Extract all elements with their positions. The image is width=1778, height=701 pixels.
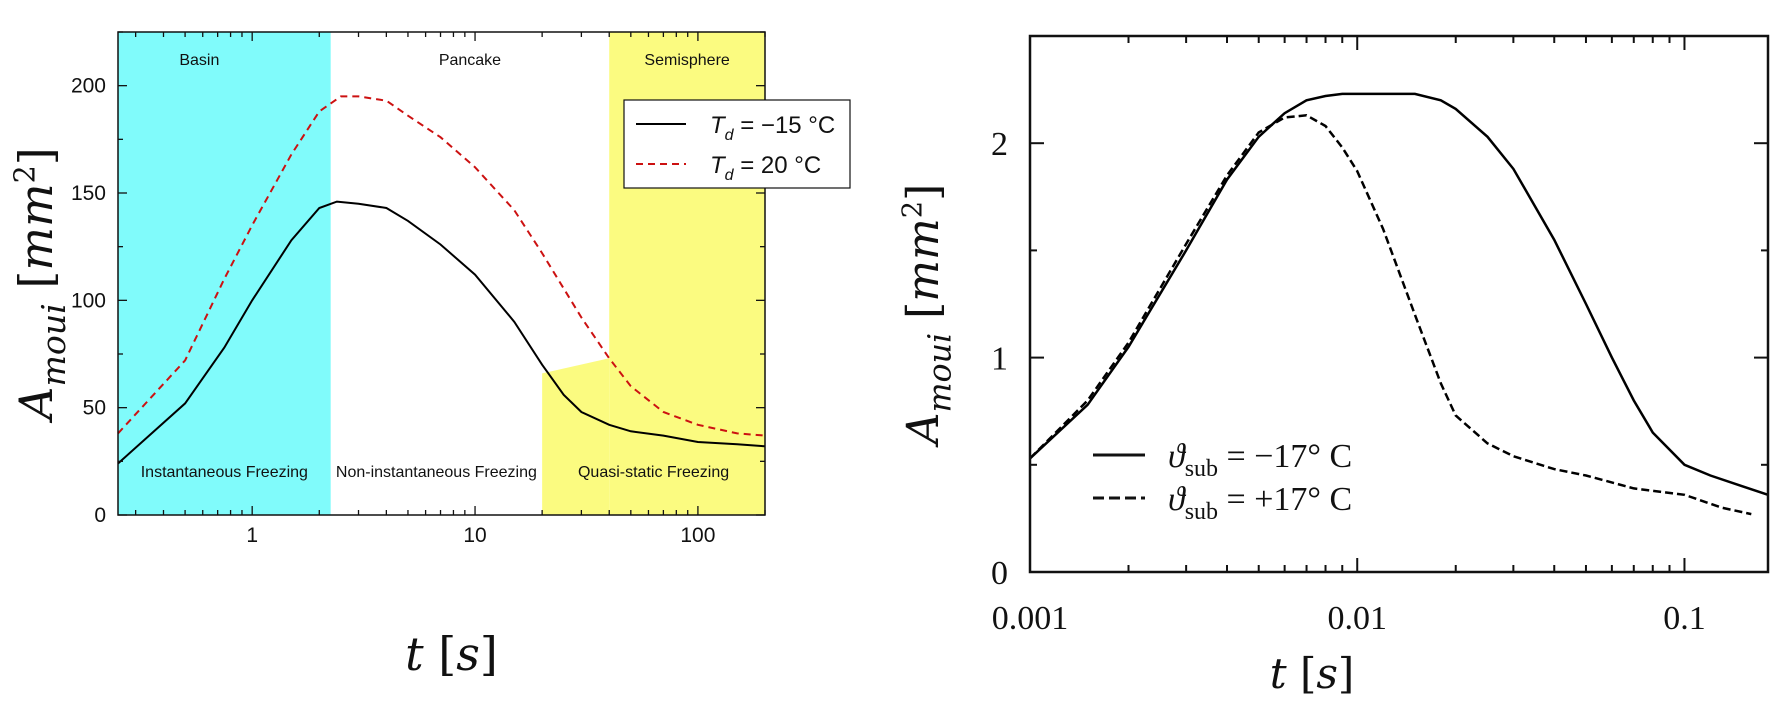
region-label-basin: Basin — [179, 52, 219, 69]
y-tick-label: 150 — [71, 182, 106, 205]
legend-symbol: ϑ — [1168, 481, 1187, 518]
legend-suffix: = 20 °C — [734, 152, 822, 179]
y-axis-label-bracket-open: [ — [898, 302, 949, 333]
x-axis-label-symbol: t — [405, 627, 424, 681]
legend-suffix: = −15 °C — [734, 112, 836, 139]
region-label-semisphere: Semisphere — [644, 52, 729, 69]
x-axis-label-unit: s — [456, 627, 480, 681]
legend-label: Td = −15 °C — [710, 112, 835, 144]
region-label-bottom: Quasi-static Freezing — [578, 464, 729, 481]
legend-label: ϑsub = +17° C — [1168, 481, 1352, 525]
legend-suffix: = +17° C — [1218, 481, 1352, 518]
legend-suffix: = −17° C — [1218, 438, 1352, 475]
x-axis-label-unit: s — [1316, 649, 1338, 698]
right-chart-axis-labels: t [s]Amoui [mm2] — [897, 184, 1354, 698]
left-chart-frame — [117, 31, 766, 516]
y-axis-label-superscript: 2 — [897, 201, 928, 218]
series-line-td-minus-15 — [117, 200, 766, 465]
y-tick-label: 0 — [94, 504, 106, 527]
left-chart: 1 10 100 0 50 100 150 200 Basin Pancake Semispher… — [9, 31, 851, 681]
right-chart-ticks: 0.001 0.01 0.1 0 1 2 — [991, 35, 1768, 637]
x-axis-label: t [s] — [405, 627, 498, 681]
y-axis-label-bracket-close: ] — [898, 184, 949, 201]
x-axis-label-bracket-open: [ — [1287, 649, 1317, 698]
region-label-pancake: Pancake — [439, 52, 501, 69]
y-axis-label-symbol: A — [9, 386, 63, 423]
x-tick-label: 100 — [680, 524, 715, 547]
y-axis-label-unit: mm — [9, 183, 63, 270]
y-tick-label: 1 — [991, 341, 1008, 378]
left-chart-ticks: 1 10 100 0 50 100 150 200 — [71, 31, 766, 547]
x-axis-label-bracket-open: [ — [424, 627, 457, 681]
y-tick-label: 0 — [991, 555, 1008, 592]
region-label-bottom: Instantaneous Freezing — [141, 464, 308, 481]
x-tick-label: 10 — [463, 524, 486, 547]
series-line-td-20 — [117, 95, 766, 437]
region-label-bottom: Non-instantaneous Freezing — [336, 464, 537, 481]
series-line-sub-minus-17 — [1029, 92, 1769, 496]
legend-symbol: ϑ — [1168, 438, 1187, 475]
region-quasi-static — [542, 358, 610, 515]
x-axis-label-bracket-close: ] — [1338, 649, 1354, 698]
y-axis-label-superscript: 2 — [9, 165, 42, 183]
x-axis-label-bracket-close: ] — [480, 627, 498, 681]
x-tick-label: 0.001 — [992, 600, 1069, 637]
x-axis-label: t [s] — [1270, 649, 1355, 698]
y-axis-label: Amoui [mm2] — [9, 147, 73, 423]
right-chart-frame — [1028, 34, 1770, 574]
legend-symbol: T — [710, 112, 727, 139]
y-tick-label: 50 — [83, 397, 106, 420]
y-tick-label: 100 — [71, 289, 106, 312]
y-axis-label-bracket-open: [ — [9, 271, 63, 304]
y-tick-label: 2 — [991, 126, 1008, 163]
legend-label: ϑsub = −17° C — [1168, 438, 1352, 482]
region-basin — [118, 32, 331, 515]
x-axis-label-symbol: t — [1270, 649, 1287, 698]
y-tick-label: 200 — [71, 75, 106, 98]
left-chart-legend: Td = −15 °CTd = 20 °C — [623, 99, 851, 189]
y-axis-label: Amoui [mm2] — [897, 184, 958, 449]
x-tick-label: 1 — [246, 524, 258, 547]
right-chart-lines — [1029, 92, 1769, 516]
legend-label: Td = 20 °C — [710, 152, 821, 184]
legend-box — [623, 99, 851, 189]
y-axis-label-subscript: moui — [922, 333, 958, 413]
left-chart-region-labels: Basin Pancake Semisphere Instantaneous Free… — [141, 52, 730, 481]
y-axis-label-subscript: moui — [34, 303, 73, 386]
legend-subscript: d — [725, 127, 735, 144]
y-axis-label-symbol: A — [898, 413, 949, 449]
legend-subscript: d — [725, 167, 735, 184]
y-axis-label-unit: mm — [898, 218, 949, 301]
y-axis-label-bracket-close: ] — [9, 147, 63, 165]
left-chart-axis-labels: t [s]Amoui [mm2] — [9, 147, 498, 681]
left-chart-lines — [117, 95, 766, 465]
legend-subscript: sub — [1185, 499, 1218, 525]
series-line-sub-plus-17 — [1029, 114, 1752, 516]
x-tick-label: 0.1 — [1663, 600, 1706, 637]
legend-subscript: sub — [1185, 456, 1218, 482]
legend-symbol: T — [710, 152, 727, 179]
x-tick-label: 0.01 — [1327, 600, 1387, 637]
